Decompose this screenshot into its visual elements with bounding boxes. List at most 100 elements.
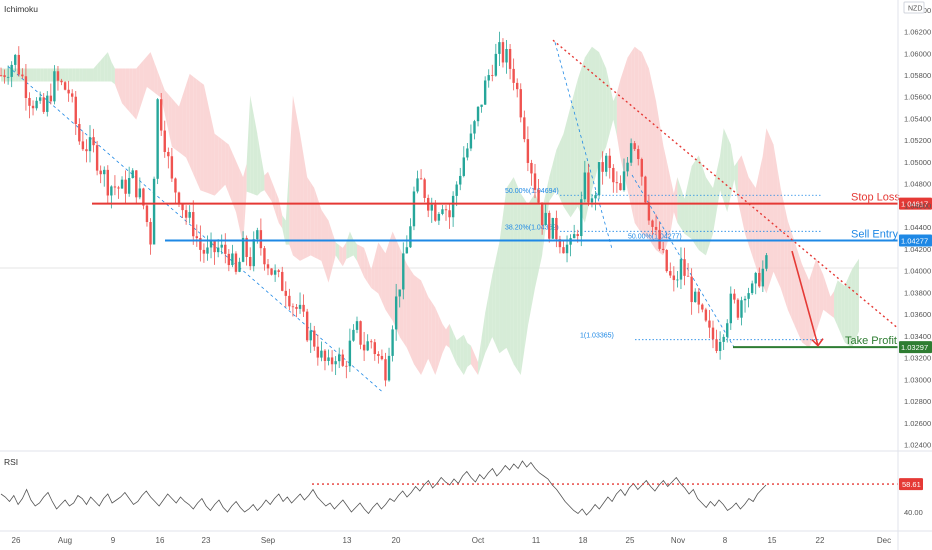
kumo-segment	[606, 68, 610, 147]
candle-body	[572, 234, 576, 239]
candle-body	[512, 68, 515, 83]
candle-body	[533, 173, 537, 190]
candle-body	[238, 261, 241, 272]
kumo-segment	[641, 52, 646, 237]
kumo-segment	[495, 242, 500, 354]
candle-body	[537, 189, 540, 203]
candle-body	[434, 204, 437, 221]
kumo-segment	[346, 231, 350, 260]
kumo-segment	[826, 285, 831, 316]
candle-body	[163, 130, 166, 152]
kumo-segment	[268, 171, 272, 202]
fib-swing-line-2	[631, 174, 736, 350]
candle-body	[277, 270, 280, 272]
candle-body	[28, 97, 31, 106]
kumo-segment	[303, 155, 308, 260]
x-tick-label: Aug	[58, 536, 72, 545]
candle-body	[394, 296, 398, 330]
candle-body	[14, 54, 17, 65]
y-tick-label: 1.03400	[904, 332, 931, 341]
candle-body	[701, 304, 704, 310]
kumo-segment	[766, 128, 770, 294]
candle-body	[669, 271, 672, 276]
kumo-segment	[844, 277, 849, 346]
kumo-segment	[638, 49, 642, 234]
candle-body	[181, 204, 184, 211]
candle-body	[327, 357, 330, 362]
kumo-segment	[417, 277, 422, 375]
x-tick-label: 22	[816, 536, 825, 545]
kumo-segment	[1, 68, 5, 82]
kumo-segment	[556, 141, 560, 199]
kumo-segment	[122, 68, 126, 108]
kumo-segment	[200, 82, 204, 192]
candle-body	[405, 247, 409, 254]
candle-body	[78, 124, 81, 142]
kumo-segment	[431, 302, 436, 375]
candle-body	[419, 178, 423, 180]
kumo-segment	[72, 68, 76, 82]
candle-body	[516, 82, 519, 90]
price-tag	[899, 341, 932, 354]
candle-body	[754, 272, 757, 284]
kumo-segment	[446, 323, 450, 348]
candle-body	[523, 117, 526, 140]
kumo-segment	[385, 242, 390, 316]
kumo-segment	[819, 266, 824, 321]
kumo-segment	[246, 95, 251, 193]
candle-body	[330, 357, 334, 365]
kumo-segment	[136, 64, 140, 120]
candle-body	[626, 162, 629, 172]
candle-body	[451, 195, 455, 218]
candle-body	[259, 230, 263, 249]
candle-body	[220, 244, 223, 248]
kumo-segment	[559, 133, 564, 207]
kumo-segment	[93, 64, 98, 82]
indicator-title: Ichimoku	[4, 4, 38, 14]
kumo-segment	[442, 323, 446, 354]
candle-body	[455, 184, 458, 196]
y-tick-label: 1.05600	[904, 93, 931, 102]
candle-body	[270, 268, 273, 275]
kumo-segment	[328, 220, 333, 283]
candle-body	[629, 143, 633, 163]
candle-body	[409, 226, 412, 248]
x-tick-label: 26	[12, 536, 21, 545]
y-tick-label: 1.03000	[904, 375, 931, 384]
kumo-segment	[342, 242, 347, 267]
trend-channel-line	[7, 66, 384, 393]
y-tick-label: 1.04800	[904, 180, 931, 189]
kumo-segment	[61, 68, 66, 82]
candle-body	[391, 329, 394, 356]
kumo-segment	[292, 95, 297, 259]
kumo-segment	[228, 144, 233, 203]
candle-body	[167, 151, 170, 157]
kumo-segment	[218, 136, 222, 193]
candle-body	[387, 355, 391, 381]
candle-body	[686, 275, 690, 277]
candle-body	[127, 178, 131, 194]
candle-body	[199, 238, 202, 250]
candle-body	[416, 178, 419, 192]
candle-body	[562, 247, 565, 254]
candle-body	[619, 183, 622, 191]
kumo-segment	[406, 264, 411, 356]
kumo-segment	[260, 155, 265, 193]
candle-body	[156, 99, 159, 179]
kumo-segment	[574, 79, 578, 212]
kumo-segment	[563, 120, 568, 212]
kumo-segment	[314, 188, 318, 260]
y-tick-label: 1.04200	[904, 245, 931, 254]
candle-body	[92, 137, 95, 146]
candle-body	[459, 175, 462, 185]
kumo-segment	[307, 177, 311, 258]
kumo-segment	[773, 144, 778, 280]
candle-body	[53, 71, 56, 102]
kumo-segment	[175, 102, 179, 153]
candle-body	[341, 354, 344, 366]
candle-body	[359, 321, 362, 345]
candle-body	[252, 239, 255, 267]
rsi-line	[0, 460, 767, 516]
candle-body	[17, 54, 20, 75]
